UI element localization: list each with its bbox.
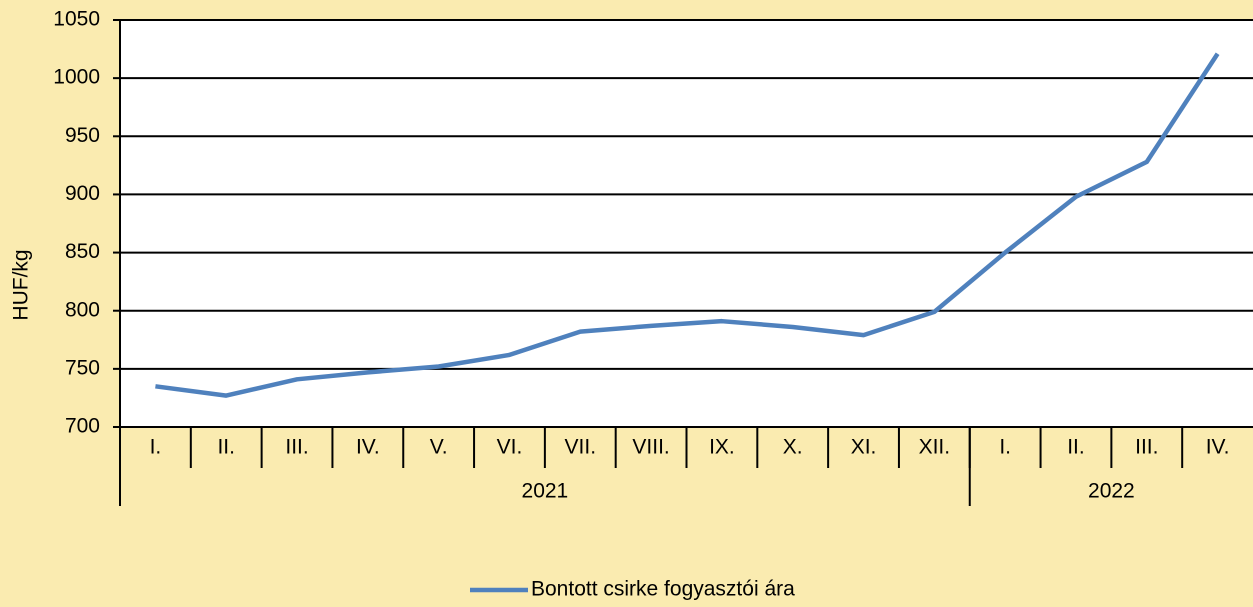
y-axis-label: HUF/kg xyxy=(10,249,33,320)
x-tick-label: XI. xyxy=(851,436,877,459)
y-tick-label: 900 xyxy=(65,182,100,205)
x-tick-label: VI. xyxy=(497,436,523,459)
legend-label: Bontott csirke fogyasztói ára xyxy=(531,578,795,601)
y-tick-label: 800 xyxy=(65,298,100,321)
x-tick-label: III. xyxy=(1135,436,1158,459)
x-tick-label: I. xyxy=(150,436,162,459)
x-tick-label: XII. xyxy=(919,436,951,459)
y-tick-label: 850 xyxy=(65,240,100,263)
x-tick-label: IV. xyxy=(1206,436,1230,459)
x-tick-label: IV. xyxy=(356,436,380,459)
x-tick-label: V. xyxy=(430,436,448,459)
x-tick-label: X. xyxy=(783,436,803,459)
y-tick-label: 1050 xyxy=(53,8,100,31)
x-tick-label: IX. xyxy=(709,436,735,459)
y-tick-label: 700 xyxy=(65,415,100,438)
plot-area xyxy=(120,20,1253,427)
x-tick-label: VIII. xyxy=(632,436,669,459)
x-tick-label: VII. xyxy=(565,436,597,459)
x-tick-label: III. xyxy=(285,436,308,459)
group-label: 2021 xyxy=(522,480,569,503)
x-tick-label: I. xyxy=(999,436,1011,459)
group-label: 2022 xyxy=(1088,480,1135,503)
x-tick-label: II. xyxy=(217,436,235,459)
y-tick-label: 950 xyxy=(65,124,100,147)
y-tick-label: 750 xyxy=(65,356,100,379)
x-tick-label: II. xyxy=(1067,436,1085,459)
y-tick-label: 1000 xyxy=(53,66,100,89)
line-series xyxy=(155,52,1220,398)
